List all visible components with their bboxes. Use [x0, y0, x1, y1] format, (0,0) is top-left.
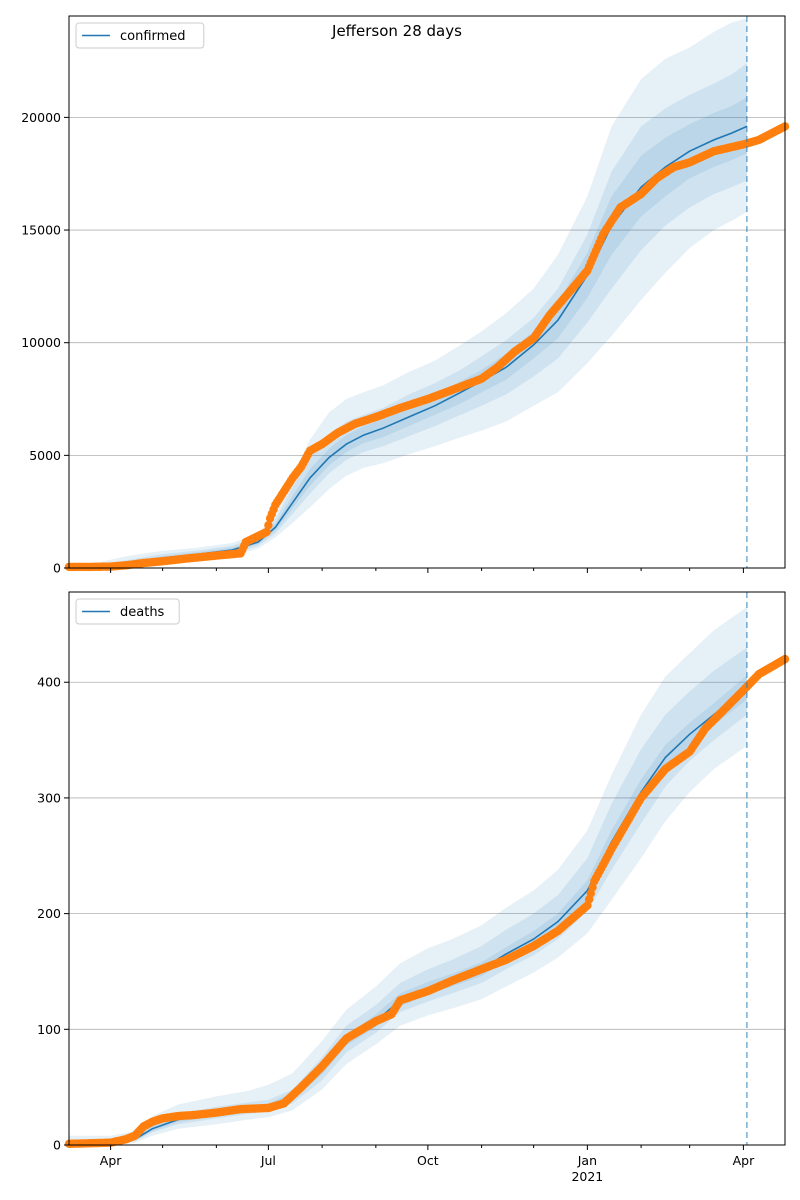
axes-frame: [68, 591, 786, 1146]
ytick-label: 200: [37, 906, 61, 921]
observed-point: [264, 521, 273, 530]
legend: deaths: [75, 598, 180, 625]
uncertainty-band: [69, 18, 747, 569]
ytick-label: 300: [37, 790, 61, 805]
ytick-label: 100: [37, 1022, 61, 1037]
legend-box: [75, 22, 205, 49]
ytick-label: 10000: [21, 335, 61, 350]
uncertainty-band: [69, 63, 747, 568]
legend-label: confirmed: [120, 29, 186, 44]
ytick-label: 5000: [29, 448, 61, 463]
legend: confirmed: [75, 22, 205, 49]
ytick-label: 0: [53, 561, 61, 576]
xtick-label: Jul: [260, 1153, 276, 1168]
ytick-label: 20000: [21, 110, 61, 125]
legend-label: deaths: [120, 605, 165, 620]
xtick-label: Jan: [577, 1153, 597, 1168]
xtick-label: Oct: [417, 1153, 439, 1168]
xtick-sublabel: 2021: [571, 1169, 603, 1184]
observed-point: [262, 527, 271, 537]
figure-title: Jefferson 28 days: [331, 22, 462, 40]
ytick-label: 400: [37, 675, 61, 690]
ytick-label: 15000: [21, 223, 61, 238]
axes-frame: [68, 15, 786, 569]
uncertainty-band: [69, 607, 747, 1145]
legend-box: [75, 598, 180, 625]
uncertainty-band: [69, 97, 747, 568]
ytick-label: 0: [53, 1138, 61, 1153]
xtick-label: Apr: [100, 1153, 122, 1168]
panel-confirmed: 0 5000 10000 15000 20000 confirmed: [21, 15, 790, 576]
xtick-label: Apr: [733, 1153, 755, 1168]
